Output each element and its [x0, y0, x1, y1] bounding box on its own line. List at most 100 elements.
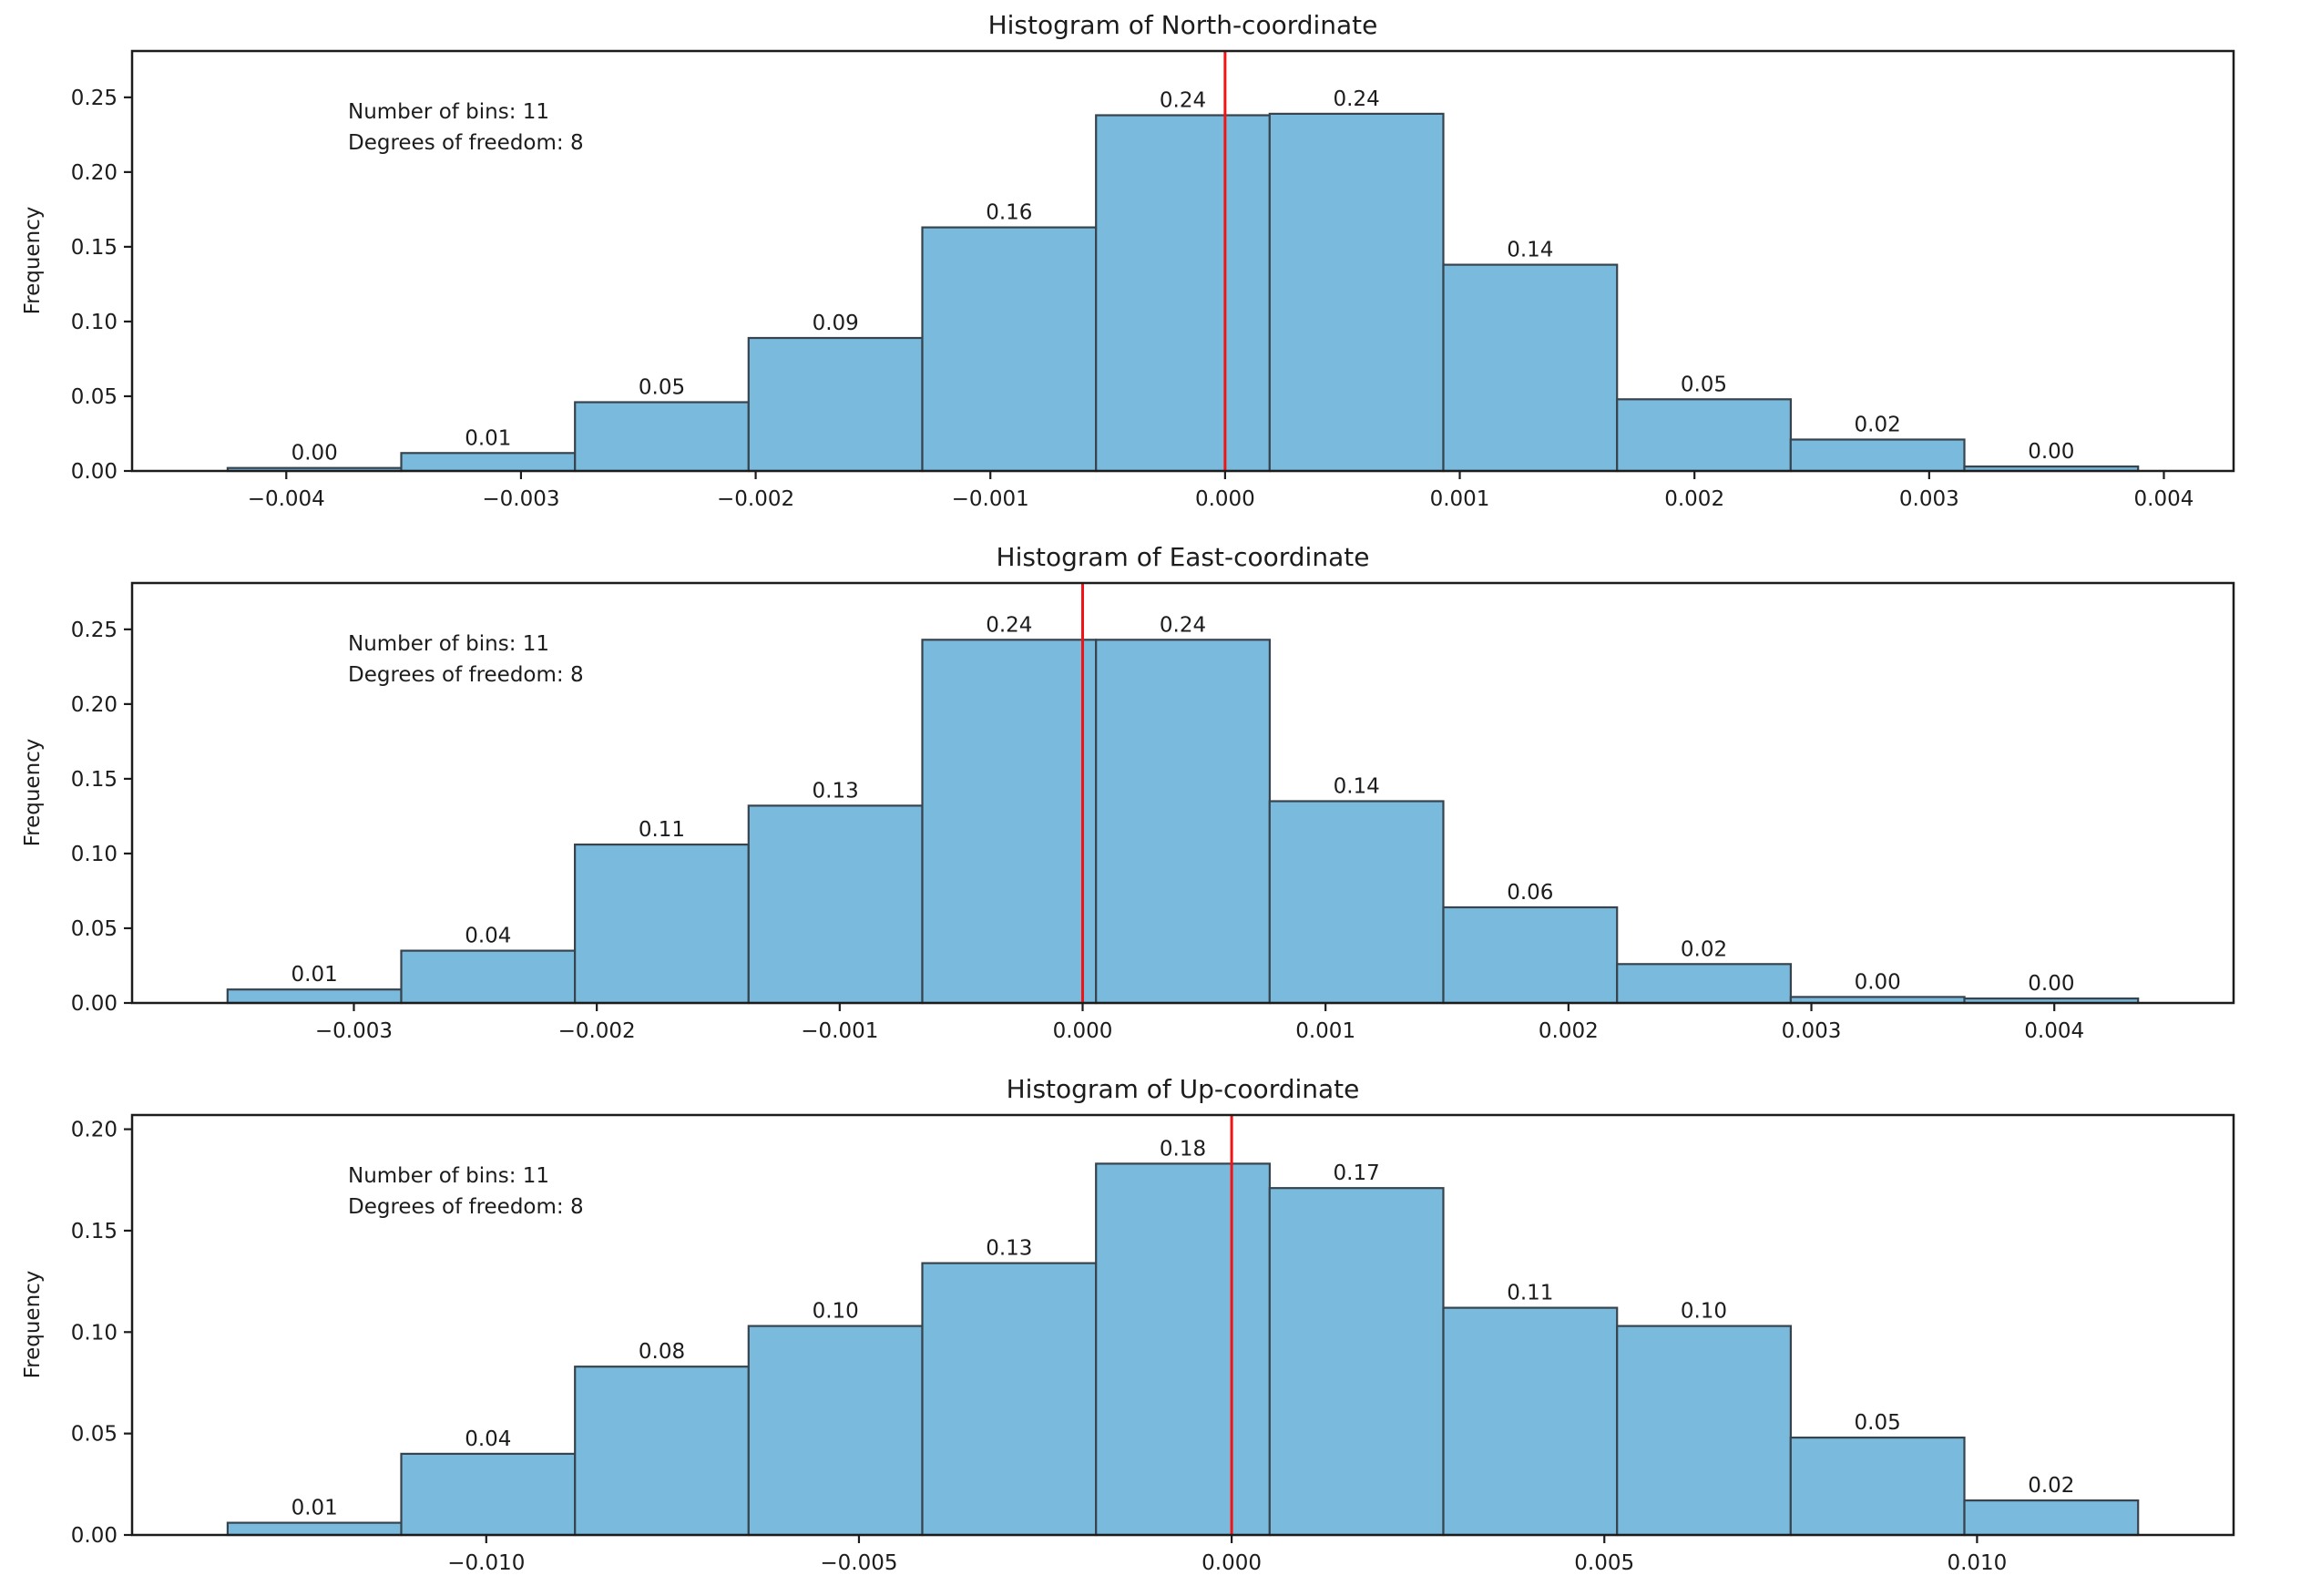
x-tick-label: 0.000 — [1195, 487, 1255, 511]
y-tick-label: 0.10 — [71, 311, 118, 334]
y-tick-label: 0.05 — [71, 1423, 118, 1447]
histogram-bar — [226, 988, 403, 1005]
x-tick-label: 0.005 — [1574, 1551, 1634, 1575]
bar-value-label: 0.09 — [813, 312, 859, 335]
y-tick-label: 0.25 — [71, 619, 118, 642]
plot-frame — [130, 581, 2235, 1005]
histogram-bar — [921, 226, 1098, 473]
histogram-bar — [1268, 112, 1445, 473]
bar-value-label: 0.10 — [1681, 1300, 1727, 1324]
histogram-bar — [1616, 1325, 1792, 1537]
bar-value-label: 0.24 — [1160, 89, 1206, 113]
bar-value-label: 0.11 — [639, 818, 685, 842]
histogram-bar — [747, 804, 924, 1005]
histogram-bar — [1095, 639, 1271, 1005]
y-tick-label: 0.15 — [71, 236, 118, 260]
bar-value-label: 0.05 — [1855, 1411, 1901, 1435]
y-tick-label: 0.05 — [71, 385, 118, 409]
histogram-bar — [1442, 263, 1619, 473]
y-tick-label: 0.00 — [71, 992, 118, 1016]
histogram-bar — [1789, 438, 1966, 473]
bar-value-label: 0.01 — [291, 1497, 338, 1520]
up-histogram-plot: −0.010 −0.005 0.000 0.005 0.0100.000.050.100… — [71, 1113, 2235, 1575]
bar-value-label: 0.17 — [1334, 1161, 1380, 1185]
bar-value-label: 0.04 — [465, 1427, 511, 1451]
bar-value-label: 0.14 — [1334, 775, 1380, 799]
y-tick-label: 0.15 — [71, 768, 118, 792]
annotation-bins-line: Number of bins: 11 — [348, 1164, 550, 1188]
x-axis: −0.003 −0.002 −0.001 0.000 0.001 0.002 0.003 0.… — [315, 1003, 2084, 1043]
x-tick-label: −0.002 — [558, 1019, 636, 1043]
y-axis-label-up: Frequency — [21, 1270, 45, 1379]
histogram-bar — [574, 401, 751, 473]
y-tick-label: 0.00 — [71, 1524, 118, 1548]
x-tick-label: 0.004 — [2024, 1019, 2084, 1043]
bar-value-label: 0.05 — [1681, 373, 1727, 396]
bar-value-label: 0.13 — [813, 779, 859, 803]
histogram-bar — [400, 1452, 577, 1537]
histogram-bar — [921, 1262, 1098, 1537]
x-tick-label: 0.004 — [2134, 487, 2194, 511]
y-axis: 0.00 0.05 0.10 0.15 0.20 0.25 — [71, 87, 132, 484]
y-tick-label: 0.05 — [71, 917, 118, 941]
bar-value-label: 0.01 — [291, 963, 338, 987]
annotation-bins-line: Number of bins: 11 — [348, 632, 550, 656]
east-histogram-plot: −0.003 −0.002 −0.001 0.000 0.001 0.002 0.003 0.… — [71, 581, 2235, 1043]
histogram-bars — [226, 112, 2140, 473]
y-axis-label-north: Frequency — [21, 206, 45, 315]
histogram-bar — [1616, 963, 1792, 1005]
bar-value-labels: 0.01 0.04 0.08 0.10 0.13 0.18 0.17 0.11 0.10 0.05… — [291, 1137, 2075, 1519]
annotation-dof-line: Degrees of freedom: 8 — [348, 663, 584, 687]
bar-value-label: 0.00 — [291, 442, 338, 466]
x-tick-label: 0.001 — [1295, 1019, 1355, 1043]
x-tick-label: 0.003 — [1899, 487, 1959, 511]
bar-value-label: 0.08 — [639, 1340, 685, 1364]
bar-value-label: 0.00 — [2028, 440, 2074, 464]
annotation-dof-line: Degrees of freedom: 8 — [348, 131, 584, 155]
x-tick-label: 0.010 — [1947, 1551, 2007, 1575]
histogram-bar — [1616, 398, 1792, 473]
bar-value-label: 0.24 — [986, 613, 1032, 637]
north-histogram-plot: −0.004 −0.003 −0.002 −0.001 0.000 0.001 0.002 0… — [71, 49, 2235, 511]
histogram-bar — [1268, 1187, 1445, 1537]
y-tick-label: 0.15 — [71, 1220, 118, 1243]
x-axis: −0.010 −0.005 0.000 0.005 0.010 — [447, 1535, 2007, 1575]
bar-value-label: 0.14 — [1507, 239, 1553, 262]
x-axis: −0.004 −0.003 −0.002 −0.001 0.000 0.001 0.002 0… — [248, 471, 2194, 511]
annotation-east: Number of bins: 11 Degrees of freedom: 8 — [348, 629, 584, 691]
plot-frame — [130, 1113, 2235, 1537]
histogram-bar — [1095, 114, 1271, 473]
y-tick-label: 0.10 — [71, 1321, 118, 1345]
bar-value-label: 0.24 — [1160, 613, 1206, 637]
bar-value-label: 0.01 — [465, 426, 511, 450]
histogram-bar — [400, 949, 577, 1005]
x-tick-label: 0.002 — [1664, 487, 1724, 511]
y-tick-label: 0.10 — [71, 843, 118, 866]
annotation-north: Number of bins: 11 Degrees of freedom: 8 — [348, 97, 584, 159]
bar-value-label: 0.16 — [986, 201, 1032, 225]
histogram-bar — [1963, 1499, 2140, 1537]
x-tick-label: −0.003 — [315, 1019, 393, 1043]
y-tick-label: 0.20 — [71, 1119, 118, 1142]
bar-value-label: 0.10 — [813, 1300, 859, 1324]
y-tick-label: 0.20 — [71, 693, 118, 717]
y-axis: 0.00 0.05 0.10 0.15 0.20 — [71, 1119, 132, 1548]
histogram-bar — [747, 336, 924, 473]
histogram-bar — [400, 452, 577, 473]
histogram-bar — [1268, 800, 1445, 1005]
histogram-bar — [1789, 1437, 1966, 1537]
bar-value-label: 0.02 — [1855, 414, 1901, 437]
histogram-bar — [226, 1521, 403, 1537]
x-tick-label: −0.005 — [820, 1551, 897, 1575]
x-tick-label: 0.000 — [1053, 1019, 1113, 1043]
chart-north: −0.004 −0.003 −0.002 −0.001 0.000 0.001 0.002 0… — [0, 0, 2311, 532]
histogram-bar — [1442, 905, 1619, 1005]
x-tick-label: −0.010 — [447, 1551, 525, 1575]
bar-value-label: 0.00 — [1855, 970, 1901, 994]
histogram-bar — [747, 1325, 924, 1537]
histogram-bars — [226, 639, 2140, 1005]
bar-value-label: 0.24 — [1334, 87, 1380, 111]
chart-east: −0.003 −0.002 −0.001 0.000 0.001 0.002 0.003 0.… — [0, 532, 2311, 1064]
y-axis-label-east: Frequency — [21, 738, 45, 847]
